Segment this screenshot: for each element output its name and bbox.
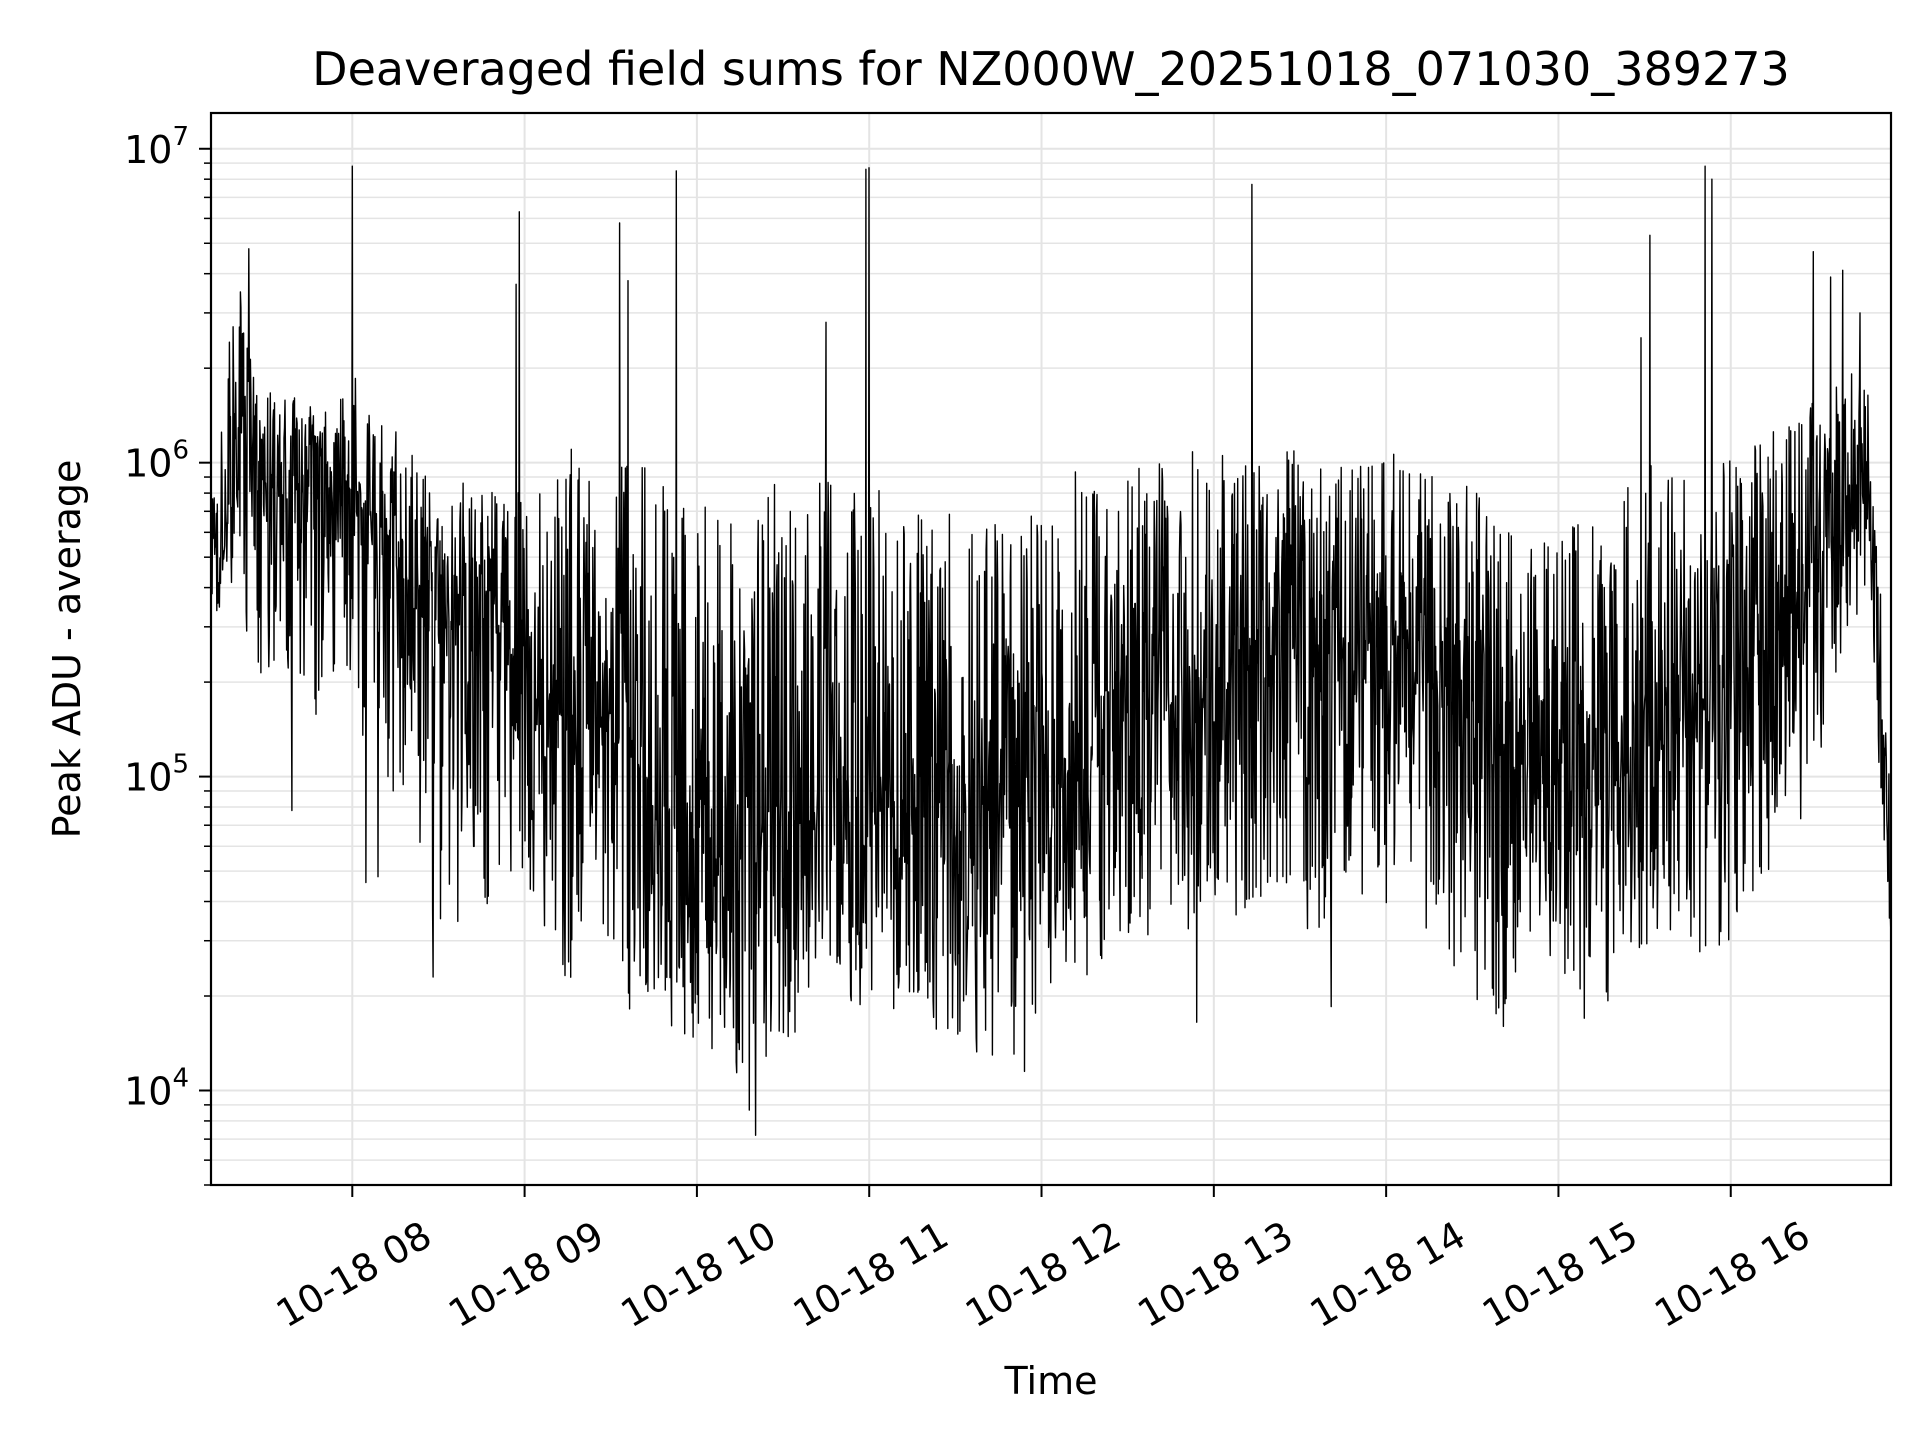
y-tick-base: 10 [124,128,172,172]
plot-frame [209,111,1893,1187]
data-series-line [210,165,1892,1136]
y-tick-base: 10 [124,1070,172,1114]
series-layer [210,165,1892,1136]
y-axis-label: Peak ADU - average [45,460,89,839]
y-tick-label: 106 [124,436,189,486]
y-tick-exponent: 5 [172,750,189,780]
x-axis-label: Time [1004,1359,1098,1403]
y-tick-base: 10 [124,756,172,800]
chart-title: Deaveraged field sums for NZ000W_2025101… [312,42,1790,96]
y-tick-label: 104 [124,1064,189,1114]
y-tick-base: 10 [124,442,172,486]
y-tick-exponent: 4 [172,1064,189,1094]
y-tick-label: 105 [124,750,189,800]
y-tick-exponent: 7 [172,122,189,152]
y-tick-label: 107 [124,122,189,172]
y-tick-exponent: 6 [172,436,189,466]
